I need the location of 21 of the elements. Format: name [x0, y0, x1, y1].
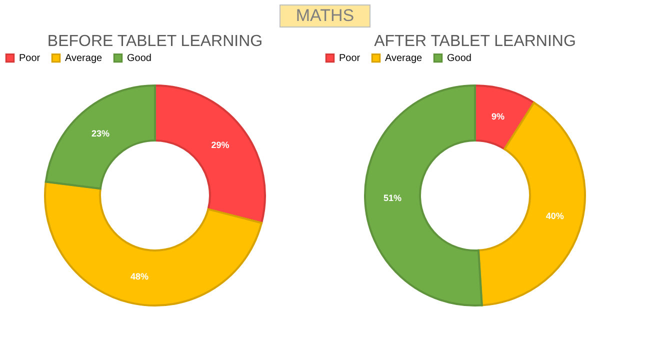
legend-label: Good: [447, 53, 472, 64]
donut-slice: [364, 84, 483, 306]
data-label: 48%: [130, 272, 149, 282]
text: MATHS: [296, 6, 354, 25]
legend-label: Poor: [19, 53, 41, 64]
legend-label: Poor: [339, 53, 361, 64]
legend-label: Good: [127, 53, 152, 64]
chart-title: AFTER TABLET LEARNING: [374, 33, 576, 50]
donut-slice: [477, 102, 586, 306]
data-label: 29%: [211, 140, 230, 150]
data-label: 40%: [546, 211, 564, 222]
legend-label: Average: [65, 53, 103, 64]
data-label: 9%: [492, 111, 505, 122]
donut-slice: [154, 84, 266, 224]
data-label: 51%: [384, 193, 402, 204]
chart-title: BEFORE TABLET LEARNING: [47, 33, 263, 50]
donut-slice: [44, 180, 263, 306]
donut-slice: [44, 84, 156, 190]
data-label: 23%: [91, 128, 110, 139]
donut-slice: [474, 84, 535, 150]
legend-label: Average: [385, 53, 423, 64]
